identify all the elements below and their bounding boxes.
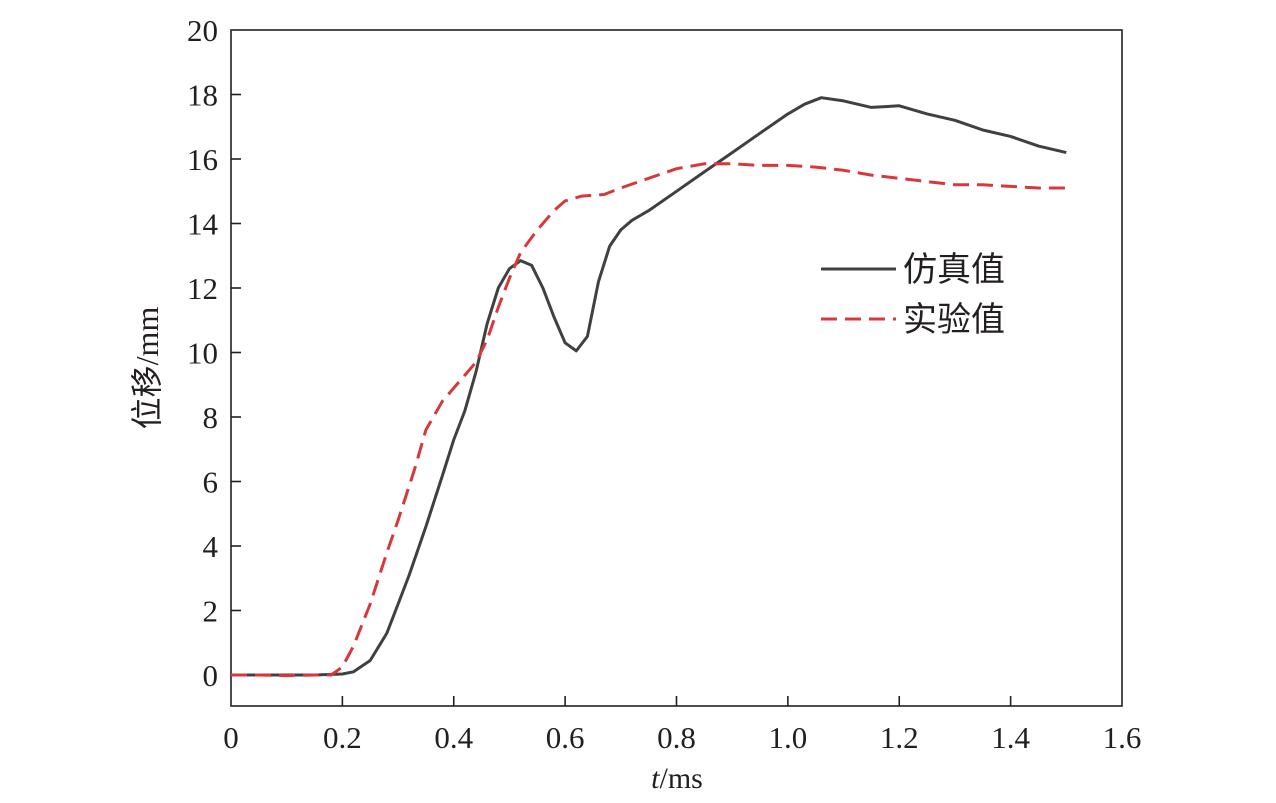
series-lines [231, 96, 1067, 678]
x-tick-label: 1.2 [880, 720, 919, 755]
y-tick-label: 18 [187, 78, 218, 113]
y-tick-labels: 0 2 4 6 8 10 12 14 16 18 20 [187, 13, 219, 693]
x-axis-label-unit: /ms [659, 762, 702, 795]
y-axis-label: 位移/mm [129, 307, 165, 430]
x-tick-label: 0.6 [546, 720, 585, 755]
x-tick-label: 1.6 [1103, 720, 1142, 755]
x-tick-label: 0.4 [434, 720, 473, 755]
y-tick-label: 6 [203, 465, 219, 500]
x-tick-labels: 0 0.2 0.4 0.6 0.8 1.0 1.2 1.4 1.6 [223, 720, 1141, 755]
x-axis-label-italic: t [651, 762, 660, 795]
y-tick-label: 20 [187, 13, 218, 48]
series-line-1 [231, 96, 1067, 677]
x-tick-label: 1.0 [769, 720, 808, 755]
x-axis-label: t/ms [651, 762, 703, 795]
y-tick-label: 4 [203, 529, 219, 564]
y-tick-label: 16 [187, 142, 218, 177]
series-line-2 [231, 162, 1067, 678]
y-tick-label: 8 [203, 400, 219, 435]
legend-label-1: 仿真值 [903, 251, 1005, 289]
y-tick-label: 12 [187, 271, 218, 306]
y-tick-label: 14 [187, 207, 219, 242]
x-tick-label: 0 [223, 720, 239, 755]
y-tick-label: 2 [203, 594, 219, 629]
x-tick-label: 0.8 [657, 720, 696, 755]
x-tick-label: 1.4 [991, 720, 1030, 755]
x-tick-label: 0.2 [323, 720, 362, 755]
y-ticks [231, 93, 241, 676]
y-tick-label: 10 [187, 336, 218, 371]
legend-label-2: 实验值 [903, 301, 1005, 339]
x-ticks [341, 696, 1012, 706]
y-tick-label: 0 [203, 658, 219, 693]
